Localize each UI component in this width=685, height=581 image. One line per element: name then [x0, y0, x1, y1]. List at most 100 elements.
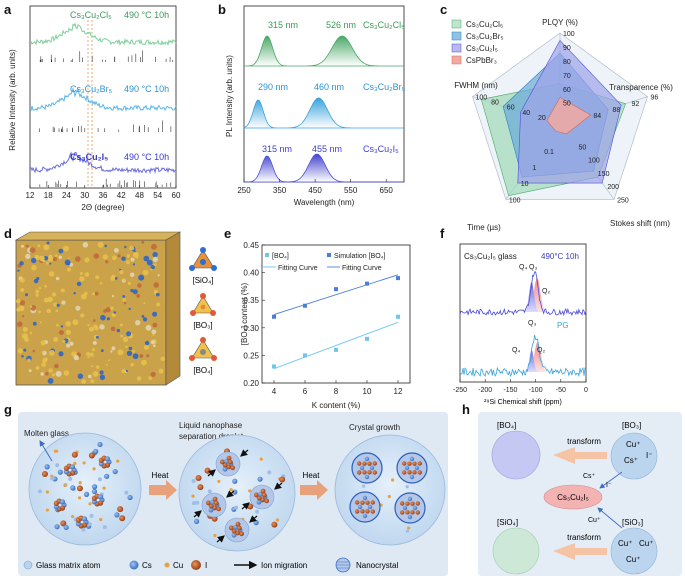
xrd-name-i: Cs₃Cu₂I₅ — [70, 152, 108, 162]
radar-tick: 200 — [607, 184, 619, 191]
radar-title-transparence: Transparence (%) — [609, 83, 673, 92]
panel-b-xlabel: Wavelength (nm) — [294, 198, 355, 207]
species-sio4: [SiO₄] — [192, 276, 213, 285]
xrd-cond-i: 490 °C 10h — [124, 152, 169, 162]
radar-tick: 100 — [563, 31, 575, 38]
radar-tick: 88 — [613, 107, 621, 114]
molten-glass-circle — [28, 432, 142, 546]
panel-e-plot: 0.45 0.40 0.35 0.30 0.25 0.20 4 6 8 10 12 [BO₄] S… — [240, 241, 411, 410]
radar-title-plqy: PLQY (%) — [542, 18, 578, 27]
e-xtick: 12 — [394, 387, 403, 396]
legend-i-icon — [191, 560, 201, 570]
points-exp — [272, 314, 400, 369]
legend-matrix-icon — [23, 560, 33, 570]
e-ytick: 0.25 — [243, 351, 259, 360]
panel-a-xticks: 12 18 24 30 36 42 48 54 60 — [26, 185, 181, 200]
g-out-arrow — [39, 440, 53, 462]
xrd-cond-cl: 490 °C 10h — [124, 10, 169, 20]
h-bo3-i: I⁻ — [646, 451, 652, 460]
radar-tick: 60 — [563, 87, 571, 94]
f-xtick: -250 — [453, 387, 467, 394]
sio4-tetrahedron-icon — [189, 247, 217, 271]
scatter-point — [334, 347, 338, 352]
panel-d-label: d — [4, 226, 12, 241]
radar-tick: 100 — [509, 197, 521, 204]
g-legend-cu: Cu — [173, 561, 183, 570]
radar-title-fwhm: FWHM (nm) — [454, 81, 498, 90]
sio3-circle — [610, 527, 658, 575]
a-xtick: 12 — [26, 191, 35, 200]
b-xtick: 350 — [273, 186, 287, 195]
h-arrow-bottom — [597, 507, 623, 529]
separation-droplets — [191, 448, 286, 543]
panel-f-plot: Cs₃Cu₂I₅ glass 490°C 10h Q₄ Q₃ Q₂ PG Q₃ … — [453, 243, 588, 406]
glass-structure-texture — [15, 240, 166, 384]
pl-peak-cl-1: 315 nm — [268, 20, 298, 30]
e-xtick: 8 — [334, 387, 339, 396]
h-bo3-label: [BO₃] — [622, 421, 641, 430]
sio4-circle — [492, 527, 540, 575]
panel-h-label: h — [462, 402, 470, 417]
transform-arrow-2 — [553, 543, 607, 560]
bo3-triangle-icon — [190, 293, 216, 316]
transform-arrow-1 — [553, 447, 607, 464]
h-transform-1: transform — [567, 437, 601, 446]
f-xtick: 0 — [584, 387, 588, 394]
a-xtick: 42 — [117, 191, 126, 200]
h-sio3-label: [SiO₃] — [622, 518, 643, 527]
ref-sticks-cl — [39, 50, 174, 62]
pl-trace-i — [244, 153, 404, 183]
radar-tick-labels: 1009080706050969288842502001501005010010… — [476, 31, 659, 204]
nanocrystal — [349, 491, 381, 523]
h-arrow-top — [599, 471, 623, 489]
radar-tick: 80 — [491, 100, 499, 107]
glass-structure-box — [15, 239, 167, 386]
panel-a-label: a — [4, 2, 12, 17]
e-legend-exp: [BO₄] — [272, 253, 289, 260]
g-legend-i: I — [205, 561, 207, 570]
legend-cs-icon — [129, 560, 139, 570]
e-xtick: 4 — [272, 387, 277, 396]
nanocrystals — [349, 452, 428, 533]
e-ytick: 0.20 — [243, 379, 259, 388]
radar-title-time: Time (µs) — [467, 223, 501, 232]
migration-arrow — [207, 469, 216, 477]
radar-legend: Cs₃Cu₂Cl₅ Cs₃Cu₂Br₅ Cs₃Cu₂I₅ CsPbBr₃ — [451, 19, 504, 65]
f-cond: 490°C 10h — [541, 252, 579, 261]
radar-tick: 150 — [598, 171, 610, 178]
migration-arrow — [193, 510, 202, 518]
legend-nanocrystal-icon — [335, 557, 351, 573]
pl-peak-i-1: 315 nm — [262, 144, 292, 154]
panel-e-yticks: 0.45 0.40 0.35 0.30 0.25 0.20 — [243, 241, 265, 388]
ref-sticks-br — [39, 120, 172, 132]
f-q-top-2: Q₃ — [529, 264, 537, 271]
b-xtick: 450 — [308, 186, 322, 195]
f-q-top-1: Q₄ — [519, 264, 527, 271]
radar-legend-i: Cs₃Cu₂I₅ — [466, 44, 498, 53]
g-stage2-l2: separation droplet — [179, 432, 244, 441]
panel-b-xticks: 250 350 450 550 650 — [237, 179, 393, 195]
heat-arrow-2 — [300, 480, 328, 500]
migration-arrow — [216, 535, 225, 543]
ref-sticks-i — [39, 178, 172, 187]
fit-line-exp — [273, 321, 399, 370]
crystal-growth-circle — [334, 434, 446, 546]
scatter-point — [365, 281, 369, 286]
molten-glass-atoms — [37, 441, 133, 532]
g-legend-nanocrystal: Nanocrystal — [356, 561, 398, 570]
e-xtick: 10 — [363, 387, 372, 396]
pl-trace-cl — [244, 35, 404, 67]
panel-f-label: f — [440, 226, 445, 241]
points-sim — [272, 276, 400, 319]
panel-b-plot: 315 nm 526 nm Cs₃Cu₂Cl₅ 290 nm 460 nm Cs… — [225, 5, 406, 207]
radar-tick: 80 — [563, 59, 571, 66]
a-xtick: 36 — [99, 191, 108, 200]
pl-peak-br-2: 460 nm — [314, 82, 344, 92]
h-product: Cs₃Cu₂I₅ — [557, 493, 589, 502]
h-ion-cu: Cu⁺ — [588, 517, 601, 524]
bo4-tetrahedron-icon — [189, 337, 217, 361]
b-xtick: 250 — [237, 186, 251, 195]
scatter-point — [396, 314, 400, 319]
panel-f-xticks: -250 -200 -150 -100 -50 0 — [453, 379, 588, 394]
